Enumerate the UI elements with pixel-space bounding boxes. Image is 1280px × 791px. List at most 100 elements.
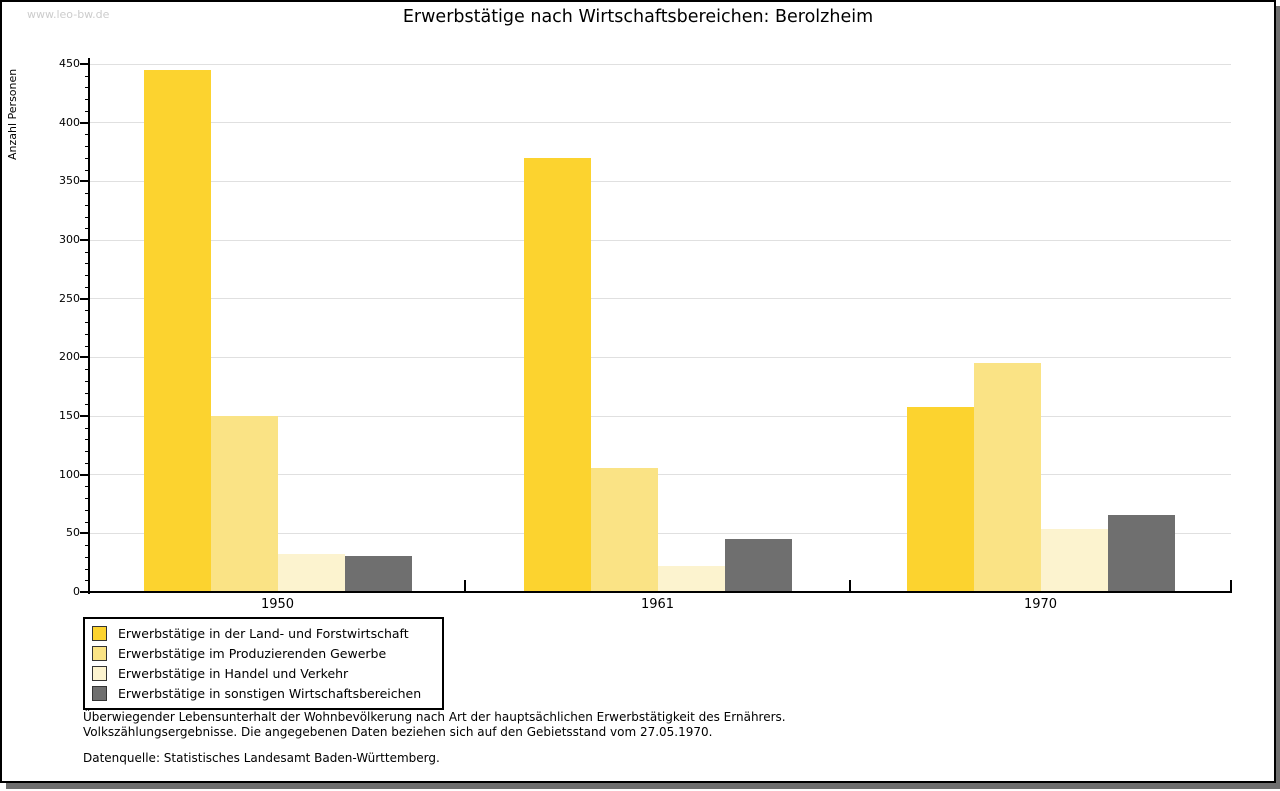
gridline bbox=[90, 239, 1231, 241]
legend-item: Erwerbstätige in der Land- und Forstwirt… bbox=[92, 623, 436, 643]
bar-1950-series-0 bbox=[143, 69, 211, 592]
y-tick-label: 100 bbox=[59, 467, 80, 481]
y-minor-tick bbox=[85, 286, 90, 288]
y-major-tick bbox=[80, 415, 90, 417]
legend-label: Erwerbstätige in Handel und Verkehr bbox=[118, 665, 349, 681]
y-minor-tick bbox=[85, 451, 90, 453]
legend-label: Erwerbstätige im Produzierenden Gewerbe bbox=[118, 645, 387, 661]
bar-1950-series-3 bbox=[344, 555, 412, 592]
y-minor-tick bbox=[85, 216, 90, 218]
bar-1970-series-0 bbox=[906, 406, 974, 592]
y-tick-label: 400 bbox=[59, 115, 80, 129]
y-tick-label: 300 bbox=[59, 233, 80, 246]
y-major-tick bbox=[80, 63, 90, 65]
legend-label: Erwerbstätige in der Land- und Forstwirt… bbox=[118, 625, 409, 641]
y-minor-tick bbox=[85, 580, 90, 582]
y-tick-label: 350 bbox=[59, 174, 80, 188]
bar-1970-series-1 bbox=[973, 363, 1041, 592]
y-major-tick bbox=[80, 297, 90, 300]
y-major-tick bbox=[80, 532, 90, 535]
y-minor-tick bbox=[85, 380, 90, 382]
legend: Erwerbstätige in der Land- und Forstwirt… bbox=[83, 617, 444, 710]
y-minor-tick bbox=[85, 404, 90, 406]
y-tick-label: 450 bbox=[59, 57, 80, 70]
y-minor-tick bbox=[85, 439, 90, 441]
bar-1970-series-3 bbox=[1107, 514, 1175, 592]
y-minor-tick bbox=[85, 204, 90, 206]
y-minor-tick bbox=[85, 146, 90, 148]
footnote-description: Überwiegender Lebensunterhalt der Wohnbe… bbox=[83, 710, 786, 740]
bar-1950-series-1 bbox=[210, 416, 278, 592]
y-tick-label: 250 bbox=[59, 291, 80, 305]
legend-label: Erwerbstätige in sonstigen Wirtschaftsbe… bbox=[118, 685, 422, 701]
y-tick-label: 0 bbox=[73, 585, 80, 598]
gridline bbox=[90, 298, 1231, 300]
gridline bbox=[90, 63, 1231, 65]
x-tick-label: 1950 bbox=[260, 597, 295, 612]
y-minor-tick bbox=[85, 251, 90, 253]
gridline bbox=[90, 474, 1231, 476]
x-tick bbox=[1230, 580, 1232, 592]
y-minor-tick bbox=[85, 509, 90, 511]
gridline bbox=[90, 415, 1231, 417]
y-minor-tick bbox=[85, 568, 90, 570]
y-minor-tick bbox=[85, 486, 90, 488]
x-tick bbox=[849, 580, 851, 592]
y-minor-tick bbox=[85, 369, 90, 371]
y-tick-label: 150 bbox=[59, 409, 80, 422]
gridline bbox=[90, 122, 1231, 124]
y-minor-tick bbox=[85, 99, 90, 101]
y-minor-tick bbox=[85, 392, 90, 394]
legend-item: Erwerbstätige im Produzierenden Gewerbe bbox=[92, 643, 436, 663]
bar-1961-series-2 bbox=[657, 566, 725, 592]
y-minor-tick bbox=[85, 345, 90, 347]
y-minor-tick bbox=[85, 556, 90, 558]
y-minor-tick bbox=[85, 310, 90, 312]
y-minor-tick bbox=[85, 333, 90, 335]
y-minor-tick bbox=[85, 462, 90, 464]
y-minor-tick bbox=[85, 498, 90, 500]
bar-1961-series-3 bbox=[724, 539, 792, 592]
chart-title: Erwerbstätige nach Wirtschaftsbereichen:… bbox=[402, 7, 874, 27]
y-major-tick bbox=[80, 591, 90, 593]
gridline bbox=[90, 180, 1231, 182]
y-major-tick bbox=[80, 239, 90, 241]
y-minor-tick bbox=[85, 228, 90, 230]
gridline bbox=[90, 532, 1231, 534]
y-minor-tick bbox=[85, 193, 90, 195]
bar-1961-series-1 bbox=[590, 467, 658, 592]
watermark: www.leo-bw.de bbox=[27, 8, 110, 21]
y-tick-label: 50 bbox=[66, 526, 80, 540]
y-minor-tick bbox=[85, 521, 90, 523]
bar-1950-series-2 bbox=[277, 554, 345, 592]
y-major-tick bbox=[80, 180, 90, 183]
y-minor-tick bbox=[85, 169, 90, 171]
y-minor-tick bbox=[85, 157, 90, 159]
y-minor-tick bbox=[85, 427, 90, 429]
x-tick-label: 1961 bbox=[640, 597, 675, 612]
bar-1961-series-0 bbox=[523, 157, 591, 592]
legend-swatch-icon bbox=[92, 685, 107, 701]
y-minor-tick bbox=[85, 545, 90, 547]
legend-item: Erwerbstätige in Handel und Verkehr bbox=[92, 663, 436, 683]
footnote-source: Datenquelle: Statistisches Landesamt Bad… bbox=[83, 751, 440, 765]
y-major-tick bbox=[80, 121, 90, 124]
y-minor-tick bbox=[85, 87, 90, 89]
x-axis-line bbox=[88, 591, 1232, 593]
bar-1970-series-2 bbox=[1040, 528, 1108, 592]
gridline bbox=[90, 356, 1231, 358]
y-minor-tick bbox=[85, 322, 90, 324]
legend-swatch-icon bbox=[92, 665, 107, 681]
y-minor-tick bbox=[85, 263, 90, 265]
x-tick-label: 1970 bbox=[1023, 597, 1058, 612]
y-major-tick bbox=[80, 473, 90, 476]
legend-swatch-icon bbox=[92, 625, 107, 641]
y-minor-tick bbox=[85, 110, 90, 112]
y-minor-tick bbox=[85, 134, 90, 136]
legend-item: Erwerbstätige in sonstigen Wirtschaftsbe… bbox=[92, 683, 436, 703]
legend-swatch-icon bbox=[92, 645, 107, 661]
footnote-line: Überwiegender Lebensunterhalt der Wohnbe… bbox=[83, 710, 786, 724]
y-minor-tick bbox=[85, 275, 90, 277]
